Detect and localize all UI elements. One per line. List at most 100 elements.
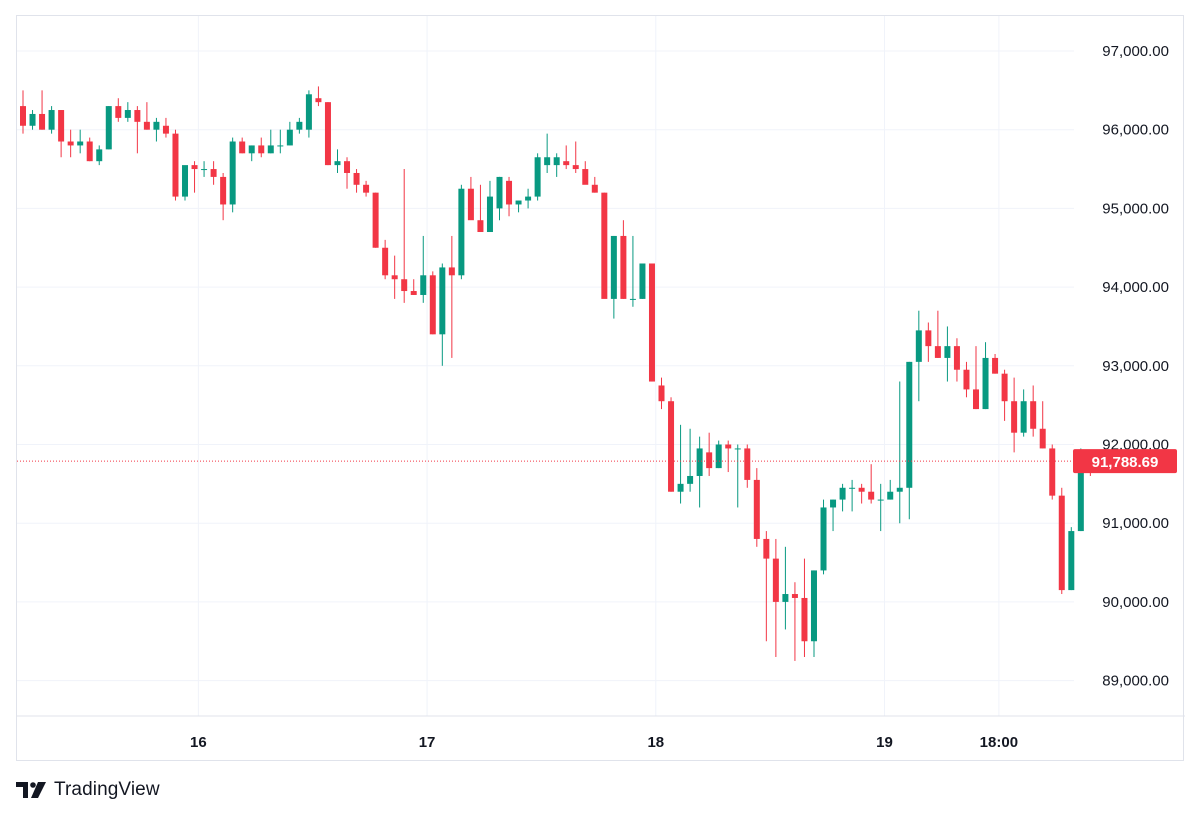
x-tick-label: 16: [190, 734, 207, 751]
last-price-badge: [1073, 449, 1177, 474]
candle-up: [229, 141, 236, 205]
candle-down: [506, 180, 513, 205]
candle-down: [772, 558, 779, 602]
candle-up: [896, 487, 903, 492]
candle-down: [858, 487, 865, 492]
candle-up: [96, 149, 103, 162]
candle-up: [77, 141, 84, 146]
candle-down: [429, 275, 436, 335]
candle-up: [286, 129, 293, 146]
tradingview-brand[interactable]: TradingView: [16, 778, 160, 802]
candle-down: [315, 98, 322, 103]
candle-down: [582, 169, 589, 185]
candle-down: [363, 184, 370, 193]
candle-down: [162, 125, 169, 134]
candle-up: [124, 110, 131, 118]
candle-down: [382, 247, 389, 276]
candle-down: [601, 192, 608, 299]
candle-up: [715, 444, 722, 469]
candle-down: [801, 597, 808, 642]
last-price-label: 91,788.69: [1092, 454, 1159, 471]
candle-up: [839, 487, 846, 500]
candle-down: [725, 444, 732, 449]
candle-up: [553, 157, 560, 166]
y-tick-label: 97,000.00: [1102, 43, 1169, 60]
candle-down: [448, 267, 455, 276]
candle-up: [696, 448, 703, 476]
candle-down: [992, 357, 999, 374]
candle-down: [953, 346, 960, 370]
candle-down: [706, 452, 713, 469]
candle-up: [782, 594, 789, 602]
candle-up: [439, 267, 446, 335]
candle-up: [1077, 452, 1084, 532]
candle-down: [20, 106, 26, 126]
candle-up: [677, 483, 684, 492]
candle-down: [39, 113, 46, 130]
candle-down: [220, 176, 227, 205]
candle-up: [1068, 531, 1075, 591]
candle-up: [201, 169, 208, 171]
candle-down: [563, 161, 570, 166]
candle-up: [534, 157, 541, 197]
candle-up: [105, 106, 112, 150]
candle-up: [906, 361, 913, 488]
candle-down: [753, 479, 760, 539]
candle-up: [248, 145, 255, 154]
candle-up: [267, 145, 274, 154]
y-tick-label: 91,000.00: [1102, 515, 1169, 532]
candle-down: [172, 133, 179, 197]
candle-up: [629, 298, 636, 300]
candle-up: [830, 499, 837, 508]
candle-down: [353, 172, 360, 185]
candlestick-chart[interactable]: 97,000.00 96,000.00 95,000.00 94,000.00 93,0…: [17, 16, 1185, 762]
candle-down: [324, 102, 331, 166]
x-tick-label: 18:00: [980, 734, 1018, 751]
candle-up: [687, 475, 694, 484]
candle-down: [1049, 448, 1056, 496]
candle-down: [191, 165, 198, 170]
candle-up: [334, 161, 341, 166]
candle-down: [115, 106, 122, 118]
candle-up: [515, 200, 522, 205]
candle-up: [277, 145, 284, 147]
candle-down: [344, 161, 351, 173]
candle-up: [639, 263, 646, 299]
candle-down: [658, 385, 665, 402]
candle-down: [620, 235, 627, 299]
candle-up: [458, 188, 465, 276]
candle-up: [182, 165, 189, 197]
y-tick-label: 93,000.00: [1102, 358, 1169, 375]
brand-name: TradingView: [54, 779, 160, 800]
candle-up: [153, 121, 160, 130]
candle-down: [572, 165, 579, 170]
candle-down: [210, 169, 217, 177]
y-tick-label: 90,000.00: [1102, 594, 1169, 611]
candle-up: [525, 196, 532, 201]
y-tick-label: 94,000.00: [1102, 279, 1169, 296]
candle-down: [258, 145, 265, 154]
candle-down: [1001, 373, 1008, 402]
candle-down: [1011, 401, 1018, 433]
candle-up: [486, 196, 493, 233]
candle-up: [982, 357, 989, 410]
x-tick-label: 19: [876, 734, 893, 751]
candle-up: [29, 113, 36, 126]
candle-up: [305, 94, 312, 130]
candle-up: [849, 487, 856, 489]
y-tick-label: 96,000.00: [1102, 122, 1169, 139]
candle-down: [1030, 401, 1037, 429]
candle-down: [1039, 428, 1046, 449]
candle-down: [591, 184, 598, 193]
candle-down: [648, 263, 655, 382]
candle-down: [58, 110, 65, 142]
candle-up: [887, 491, 894, 500]
candle-down: [372, 192, 379, 248]
candle-down: [744, 448, 751, 480]
candle-up: [496, 176, 503, 209]
candle-down: [410, 291, 417, 295]
candle-up: [420, 275, 427, 295]
candle-down: [143, 121, 150, 130]
candle-down: [467, 188, 474, 221]
candle-up: [48, 110, 55, 130]
